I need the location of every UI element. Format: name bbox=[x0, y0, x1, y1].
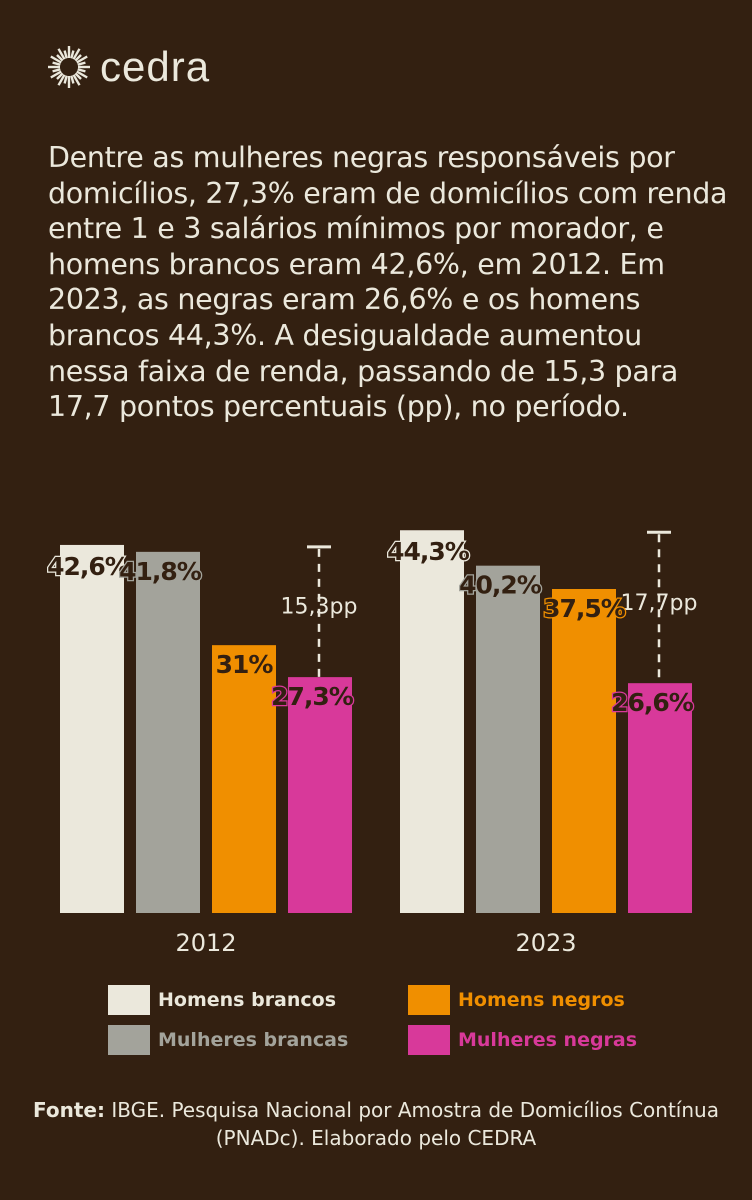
bar-mulheres-negras-2012 bbox=[288, 677, 352, 913]
legend-item: Homens negros bbox=[408, 985, 625, 1015]
bar-mulheres-brancas-2012 bbox=[136, 551, 200, 913]
gap-label: 17,7pp bbox=[621, 591, 698, 616]
sun-ray bbox=[72, 74, 81, 86]
source-note: Fonte: IBGE. Pesquisa Nacional por Amost… bbox=[0, 1096, 752, 1152]
sun-ray bbox=[63, 75, 68, 84]
source-label: Fonte: bbox=[33, 1098, 105, 1122]
sun-ray bbox=[52, 68, 61, 73]
sun-ray bbox=[72, 48, 81, 60]
source-text: IBGE. Pesquisa Nacional por Amostra de D… bbox=[104, 1098, 719, 1150]
legend-swatch bbox=[408, 1025, 450, 1055]
sun-ray bbox=[77, 61, 86, 66]
bar-chart: 15,3pp 42,6%41,8% 31% 27,3% 2012 17,7pp 44,3% 4… bbox=[46, 530, 698, 957]
legend-item: Mulheres negras bbox=[408, 1025, 637, 1055]
value-label: 26,6% bbox=[611, 688, 694, 717]
sun-ray bbox=[52, 61, 61, 66]
sun-ray bbox=[57, 48, 66, 60]
sun-ray bbox=[50, 70, 62, 79]
sun-ray bbox=[63, 50, 68, 59]
logo: cedra bbox=[46, 44, 210, 90]
legend-item: Mulheres brancas bbox=[108, 1025, 348, 1055]
bar-homens-negros-2012 bbox=[212, 645, 276, 913]
sun-ray bbox=[74, 54, 82, 62]
legend-label: Mulheres brancas bbox=[158, 1029, 349, 1051]
sun-ray bbox=[70, 50, 75, 59]
bar-homens-negros-2023 bbox=[552, 589, 616, 913]
value-label: 44,3% bbox=[387, 537, 470, 566]
value-label: 27,3% bbox=[271, 682, 354, 711]
bar-mulheres-negras-2023 bbox=[628, 683, 692, 913]
sun-ray bbox=[77, 68, 86, 73]
sun-ray bbox=[56, 72, 64, 80]
legend-swatch bbox=[108, 985, 150, 1015]
value-label: 37,5% bbox=[543, 594, 626, 623]
sun-ray bbox=[57, 74, 66, 86]
sun-ray bbox=[74, 72, 82, 80]
value-label: 40,2% bbox=[459, 571, 542, 600]
value-label: 42,6% bbox=[47, 552, 130, 581]
sun-ray bbox=[76, 70, 88, 79]
legend-label: Homens brancos bbox=[158, 989, 337, 1011]
x-tick-label: 2023 bbox=[515, 929, 576, 957]
sun-ray bbox=[50, 55, 62, 64]
legend-swatch bbox=[408, 985, 450, 1015]
bar-homens-brancos-2023 bbox=[400, 530, 464, 913]
sun-ray bbox=[76, 55, 88, 64]
legend-swatch bbox=[108, 1025, 150, 1055]
legend-label: Homens negros bbox=[458, 989, 625, 1011]
brand-name: cedra bbox=[100, 43, 211, 90]
value-label: 41,8% bbox=[119, 557, 202, 586]
legend-label: Mulheres negras bbox=[458, 1029, 638, 1051]
description: Dentre as mulheres negras responsáveis p… bbox=[48, 141, 728, 424]
sun-icon bbox=[48, 46, 90, 88]
bar-homens-brancos-2012 bbox=[60, 544, 124, 913]
legend-item: Homens brancos bbox=[108, 985, 336, 1015]
bar-mulheres-brancas-2023 bbox=[476, 565, 540, 913]
value-label: 31% bbox=[216, 650, 274, 679]
gap-label: 15,3pp bbox=[281, 595, 358, 620]
sun-ray bbox=[56, 54, 64, 62]
x-tick-label: 2012 bbox=[175, 929, 236, 957]
sun-ray bbox=[70, 75, 75, 84]
